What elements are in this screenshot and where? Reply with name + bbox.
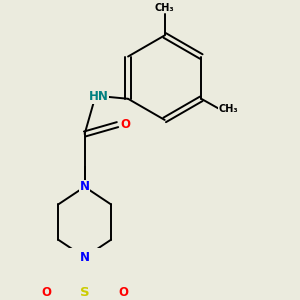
Text: S: S	[80, 286, 89, 299]
Text: HN: HN	[89, 90, 109, 103]
Text: O: O	[41, 286, 51, 299]
Text: N: N	[80, 251, 90, 264]
Text: N: N	[80, 180, 90, 194]
Text: CH₃: CH₃	[155, 3, 175, 13]
Text: O: O	[118, 286, 128, 299]
Text: O: O	[121, 118, 131, 131]
Text: CH₃: CH₃	[218, 104, 238, 114]
